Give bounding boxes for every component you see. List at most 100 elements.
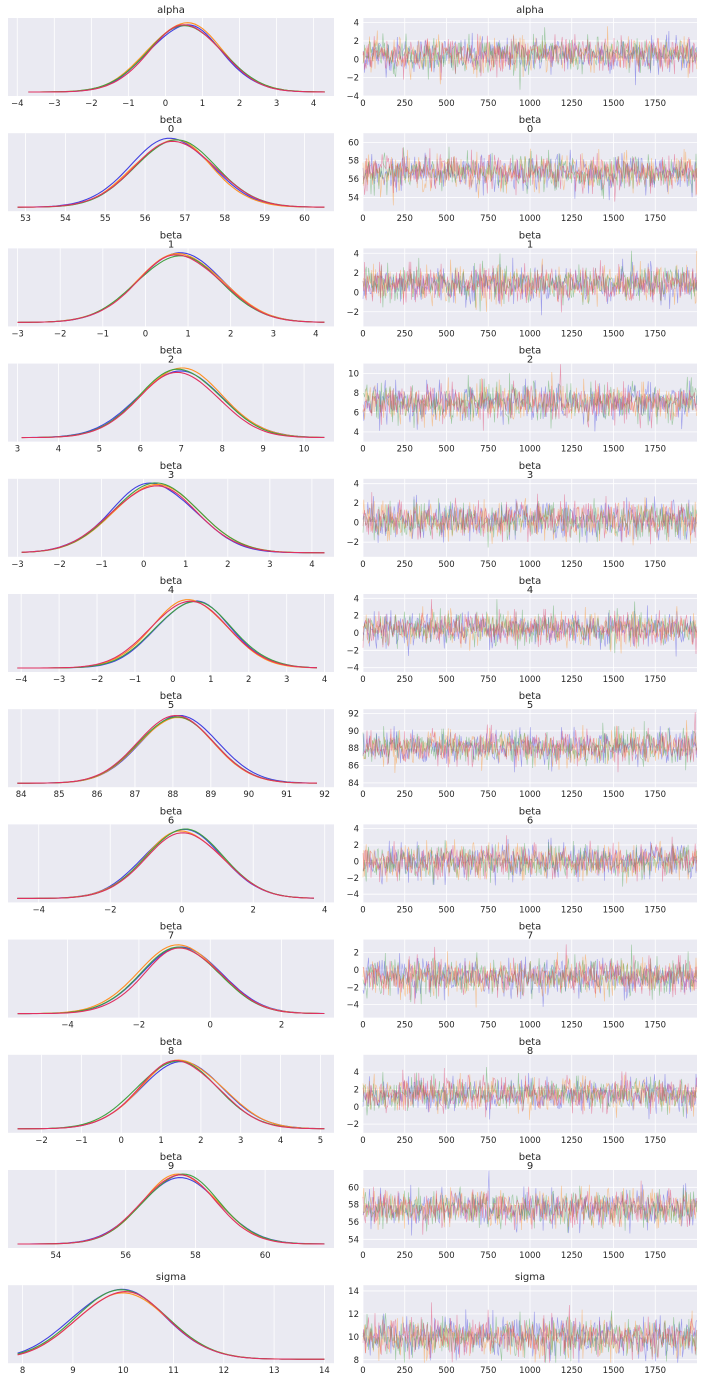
trace-chain-0-line — [362, 605, 697, 657]
trace-chain-0-line — [362, 378, 698, 432]
trace-x-tick-label: 250 — [397, 790, 413, 800]
kde-x-tick-label: −1 — [95, 560, 108, 570]
kde-x-tick-label: 3 — [271, 329, 276, 339]
trace-x-tick-label: 1250 — [561, 214, 583, 224]
trace-x-tick-label: 750 — [480, 560, 496, 570]
kde-chain-3-line — [17, 1291, 325, 1360]
kde-x-tick-label: 2 — [279, 1021, 284, 1031]
kde-panel-title: beta — [160, 576, 183, 587]
trace-x-tick-label: 1500 — [603, 1021, 625, 1031]
trace-x-tick-label: 1000 — [519, 1136, 541, 1146]
trace-chain-0-line — [362, 149, 698, 201]
kde-x-tick-label: 4 — [313, 329, 318, 339]
kde-x-tick-label: 7 — [179, 445, 184, 455]
kde-x-tick-label: 0 — [163, 99, 168, 109]
kde-panel-index: 1 — [168, 239, 174, 250]
trace-y-tick-label: 0 — [354, 55, 359, 65]
kde-panel-background — [8, 133, 334, 212]
kde-x-tick-label: 4 — [322, 675, 327, 685]
trace-x-tick-label: 1250 — [561, 99, 583, 109]
kde-panel-index: 8 — [168, 1046, 174, 1057]
trace-x-tick-label: 1500 — [603, 214, 625, 224]
kde-x-tick-label: 10 — [118, 1366, 129, 1376]
trace-y-tick-label: 10 — [348, 369, 359, 379]
kde-x-tick-label: 89 — [205, 790, 216, 800]
trace-x-tick-label: 250 — [397, 99, 413, 109]
trace-panel-title: beta — [519, 115, 542, 126]
trace-y-tick-label: 2 — [354, 269, 359, 279]
trace-x-tick-label: 1500 — [603, 905, 625, 915]
trace-y-tick-label: −2 — [346, 538, 359, 548]
kde-panel-index: 6 — [168, 815, 174, 826]
kde-x-tick-label: −3 — [11, 560, 24, 570]
kde-x-tick-label: −2 — [91, 675, 104, 685]
kde-x-tick-label: 0 — [208, 1021, 213, 1031]
kde-x-tick-label: −4 — [11, 99, 24, 109]
kde-chain-3-line — [17, 715, 317, 784]
trace-chain-2-line — [362, 599, 697, 654]
kde-x-tick-label: 0 — [118, 1136, 123, 1146]
trace-y-tick-label: −2 — [346, 74, 359, 84]
kde-x-tick-label: 54 — [51, 1251, 62, 1261]
trace-x-tick-label: 1500 — [603, 445, 625, 455]
kde-x-tick-label: −3 — [48, 99, 61, 109]
trace-x-tick-label: 0 — [360, 1251, 365, 1261]
trace-x-tick-label: 1750 — [644, 905, 666, 915]
kde-x-tick-label: −4 — [61, 1021, 74, 1031]
kde-x-tick-label: 56 — [140, 214, 151, 224]
kde-chain-3-line — [21, 371, 325, 439]
trace-chain-1-line — [362, 26, 698, 85]
trace-chain-3-line — [362, 712, 698, 773]
trace-x-tick-label: 1500 — [603, 1366, 625, 1376]
kde-panel-title: beta — [160, 1037, 183, 1048]
trace-y-tick-label: 92 — [348, 710, 359, 720]
trace-chain-1-line — [362, 148, 698, 206]
trace-chain-3-line — [362, 147, 698, 202]
kde-x-tick-label: 8 — [219, 445, 224, 455]
trace-y-tick-label: 90 — [348, 727, 359, 737]
kde-x-tick-label: −1 — [75, 1136, 88, 1146]
trace-x-tick-label: 0 — [360, 445, 365, 455]
trace-panel-title: beta — [519, 691, 542, 702]
kde-chain-3-line — [17, 947, 325, 1015]
trace-x-tick-label: 1000 — [519, 1021, 541, 1031]
kde-x-tick-label: 4 — [311, 99, 316, 109]
trace-x-tick-label: 1250 — [561, 675, 583, 685]
trace-chain-2-line — [362, 1310, 698, 1363]
kde-x-tick-label: 2 — [225, 560, 230, 570]
trace-y-tick-label: 56 — [348, 1218, 359, 1228]
trace-chain-0-line — [362, 1170, 698, 1236]
trace-chain-2-line — [362, 721, 698, 771]
trace-y-tick-label: −4 — [346, 1001, 359, 1011]
kde-x-tick-label: 2 — [237, 99, 242, 109]
kde-x-tick-label: 2 — [228, 329, 233, 339]
trace-x-tick-label: 500 — [438, 560, 454, 570]
trace-x-tick-label: 500 — [438, 329, 454, 339]
trace-panel-index: 1 — [527, 239, 533, 250]
trace-x-tick-label: 0 — [360, 675, 365, 685]
kde-panel-title: beta — [160, 115, 183, 126]
trace-x-tick-label: 1500 — [603, 329, 625, 339]
trace-panel-6: 0 250 500 750 1000 1250 1500 1750 84 86 88 90 92 beta… — [348, 691, 698, 800]
trace-y-tick-label: 6 — [354, 408, 359, 418]
trace-chain-1-line — [362, 497, 698, 546]
kde-panel-background — [8, 363, 334, 442]
kde-x-tick-label: 88 — [167, 790, 178, 800]
trace-y-tick-label: 2 — [354, 612, 359, 622]
kde-x-tick-label: 1 — [185, 329, 190, 339]
kde-x-tick-label: 3 — [238, 1136, 243, 1146]
trace-panel-index: 0 — [527, 124, 533, 135]
trace-chain-3-line — [362, 260, 698, 313]
kde-panel-background — [8, 248, 334, 327]
kde-x-tick-label: 12 — [218, 1366, 229, 1376]
trace-x-tick-label: 0 — [360, 1021, 365, 1031]
kde-x-tick-label: 60 — [260, 1251, 271, 1261]
trace-x-tick-label: 500 — [438, 445, 454, 455]
